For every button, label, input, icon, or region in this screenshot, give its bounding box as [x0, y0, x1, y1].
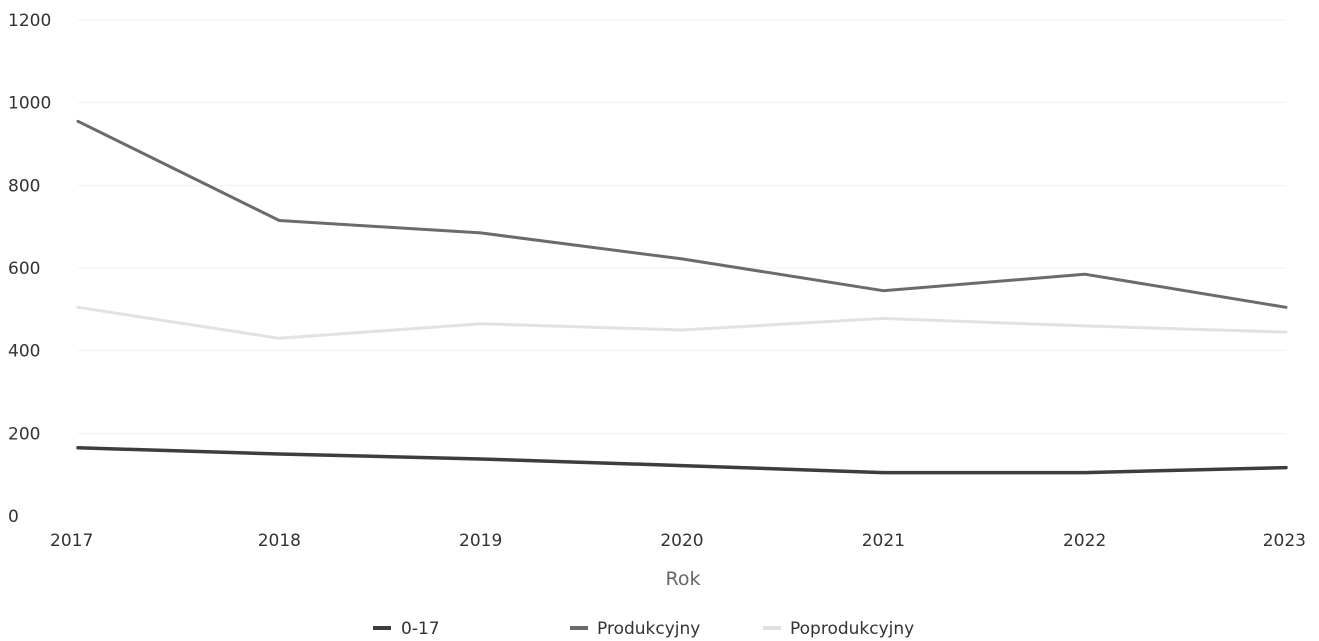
y-tick-label: 0 — [8, 507, 19, 527]
series-line-produkcyjny — [76, 119, 1288, 309]
x-axis-ticks: 2017 2018 2019 2020 2021 2022 2023 — [50, 531, 1306, 551]
legend: 0-17 Produkcyjny Poprodukcyjny — [373, 619, 914, 639]
y-tick-label: 600 — [8, 259, 40, 279]
x-tick-label: 2021 — [862, 531, 905, 551]
x-tick-label: 2019 — [459, 531, 502, 551]
series-line-0-17 — [76, 446, 1288, 475]
y-tick-label: 1000 — [8, 94, 51, 114]
x-tick-label: 2023 — [1263, 531, 1306, 551]
legend-label-produkcyjny: Produkcyjny — [597, 619, 700, 639]
x-tick-label: 2020 — [660, 531, 703, 551]
series-line-poprodukcyjny — [76, 305, 1288, 340]
y-axis-ticks: 0 200 400 600 800 1000 1200 — [8, 11, 51, 527]
x-tick-label: 2018 — [258, 531, 301, 551]
y-tick-label: 1200 — [8, 11, 51, 31]
x-tick-label: 2022 — [1063, 531, 1106, 551]
y-tick-label: 800 — [8, 176, 40, 196]
x-axis-label: Rok — [666, 568, 701, 590]
legend-label-0-17: 0-17 — [401, 619, 440, 639]
legend-label-poprodukcyjny: Poprodukcyjny — [790, 619, 914, 639]
series-lines — [76, 119, 1288, 475]
y-tick-label: 200 — [8, 424, 40, 444]
x-tick-label: 2017 — [50, 531, 93, 551]
y-tick-label: 400 — [8, 342, 40, 362]
grid-lines — [78, 19, 1286, 434]
